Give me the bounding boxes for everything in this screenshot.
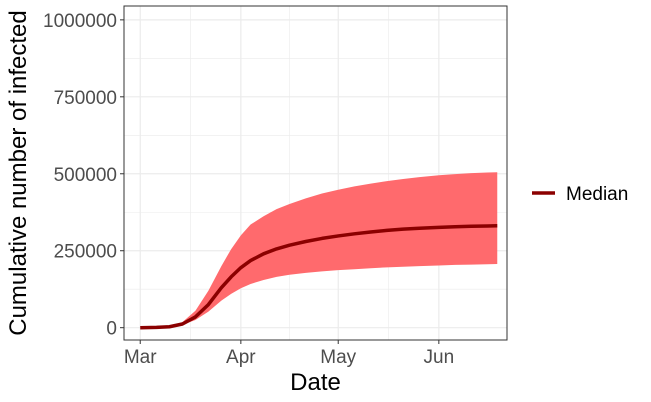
y-tick-label: 500000 bbox=[54, 165, 117, 186]
confidence-band-layer bbox=[140, 172, 498, 328]
y-tick-label: 1000000 bbox=[43, 11, 117, 32]
y-tick-label: 750000 bbox=[54, 88, 117, 109]
median-line bbox=[140, 224, 498, 330]
x-tick-label: Jun bbox=[424, 347, 455, 368]
panel-background bbox=[124, 6, 507, 340]
legend: Median bbox=[532, 184, 628, 205]
confidence-band bbox=[140, 172, 498, 328]
x-axis-title: Date bbox=[290, 369, 341, 396]
legend-label-median: Median bbox=[566, 184, 628, 205]
y-tick-label: 250000 bbox=[54, 242, 117, 263]
x-axis: Mar Apr May Jun bbox=[124, 340, 454, 368]
x-tick-label: Mar bbox=[124, 347, 157, 368]
median-line-layer bbox=[140, 224, 498, 330]
y-tick-label: 0 bbox=[106, 319, 117, 340]
y-axis-title: Cumulative number of infected bbox=[5, 10, 32, 336]
panel-border bbox=[123, 5, 508, 341]
x-tick-label: May bbox=[320, 347, 356, 368]
x-tick-label: Apr bbox=[226, 347, 256, 368]
y-axis: 0 250000 500000 750000 1000000 bbox=[43, 11, 124, 340]
